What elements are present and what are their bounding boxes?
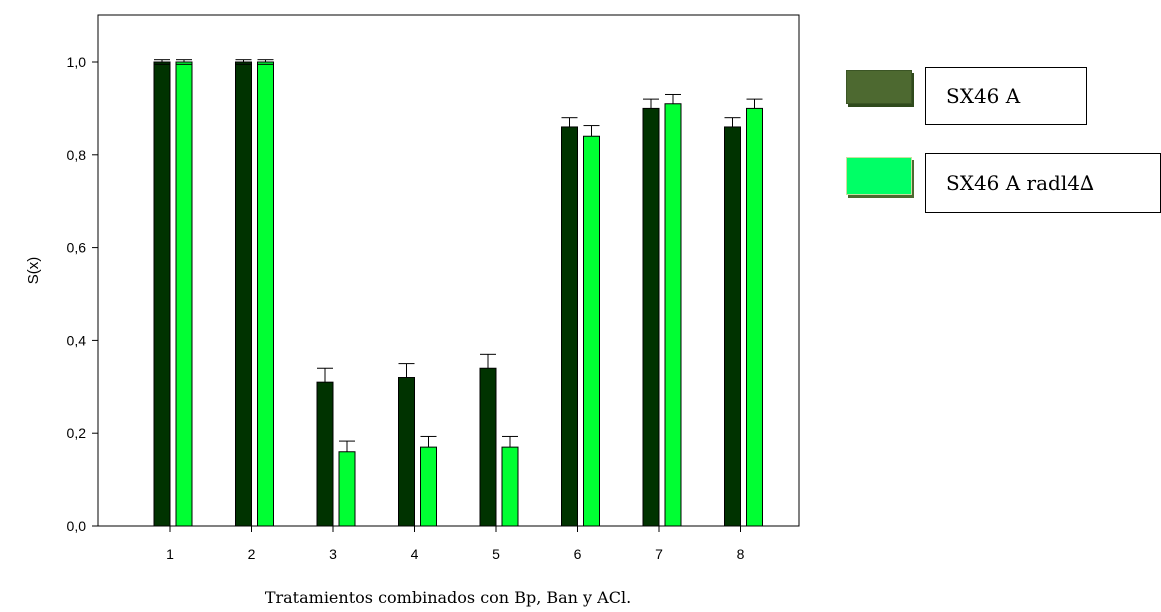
x-tick-label: 2 — [248, 546, 256, 562]
legend-label-series-2: SX46 A radl4∆ — [925, 153, 1161, 213]
bar-series-1-cat-4 — [398, 377, 415, 527]
bar-series-2-cat-1 — [175, 61, 193, 527]
x-tick-label: 1 — [166, 546, 174, 562]
bar-series-2-cat-8 — [746, 107, 763, 527]
bar-series-2-cat-4 — [420, 446, 437, 527]
legend-label-series-1: SX46 A — [925, 67, 1087, 125]
y-tick-label: 0,6 — [67, 240, 87, 256]
x-tick-label: 3 — [329, 546, 337, 562]
bar-series-1-cat-8 — [724, 126, 741, 527]
legend-swatch-series-2 — [846, 157, 912, 195]
y-tick-label: 0,4 — [67, 332, 87, 348]
y-axis-ticks: 0,0 0,2 0,4 0,6 0,8 1,0 — [67, 54, 98, 534]
bar-series-2-cat-5 — [501, 446, 519, 527]
y-tick-label: 0,8 — [67, 147, 87, 163]
bar-series-2-cat-3 — [338, 451, 356, 527]
bar-series-2-cat-6 — [583, 135, 600, 527]
legend-text-series-2: SX46 A radl4∆ — [946, 171, 1094, 195]
y-tick-label: 1,0 — [67, 54, 87, 70]
x-axis-title: Tratamientos combinados con Bp, Ban y AC… — [265, 588, 631, 607]
x-tick-label: 6 — [574, 546, 582, 562]
bar-series-1-cat-2 — [235, 61, 252, 527]
legend-swatch-series-1 — [846, 70, 912, 104]
bar-series-2-cat-7 — [664, 103, 682, 527]
bar-series-2-cat-2 — [257, 61, 274, 527]
plot-frame — [97, 14, 800, 527]
y-axis-title: S(x) — [25, 257, 42, 285]
x-axis-ticks: 1 2 3 4 5 6 7 8 — [166, 526, 745, 562]
bar-series-1-cat-5 — [479, 367, 497, 527]
x-tick-label: 7 — [655, 546, 663, 562]
x-tick-label: 8 — [737, 546, 745, 562]
bar-series-1-cat-7 — [642, 107, 660, 527]
x-tick-label: 4 — [411, 546, 419, 562]
bars — [153, 59, 763, 527]
y-tick-label: 0,2 — [67, 425, 87, 441]
bar-series-1-cat-3 — [316, 381, 334, 527]
legend-text-series-1: SX46 A — [946, 84, 1021, 108]
bar-series-1-cat-1 — [153, 61, 171, 527]
bar-series-1-cat-6 — [561, 126, 578, 527]
x-tick-label: 5 — [492, 546, 500, 562]
y-tick-label: 0,0 — [67, 518, 87, 534]
